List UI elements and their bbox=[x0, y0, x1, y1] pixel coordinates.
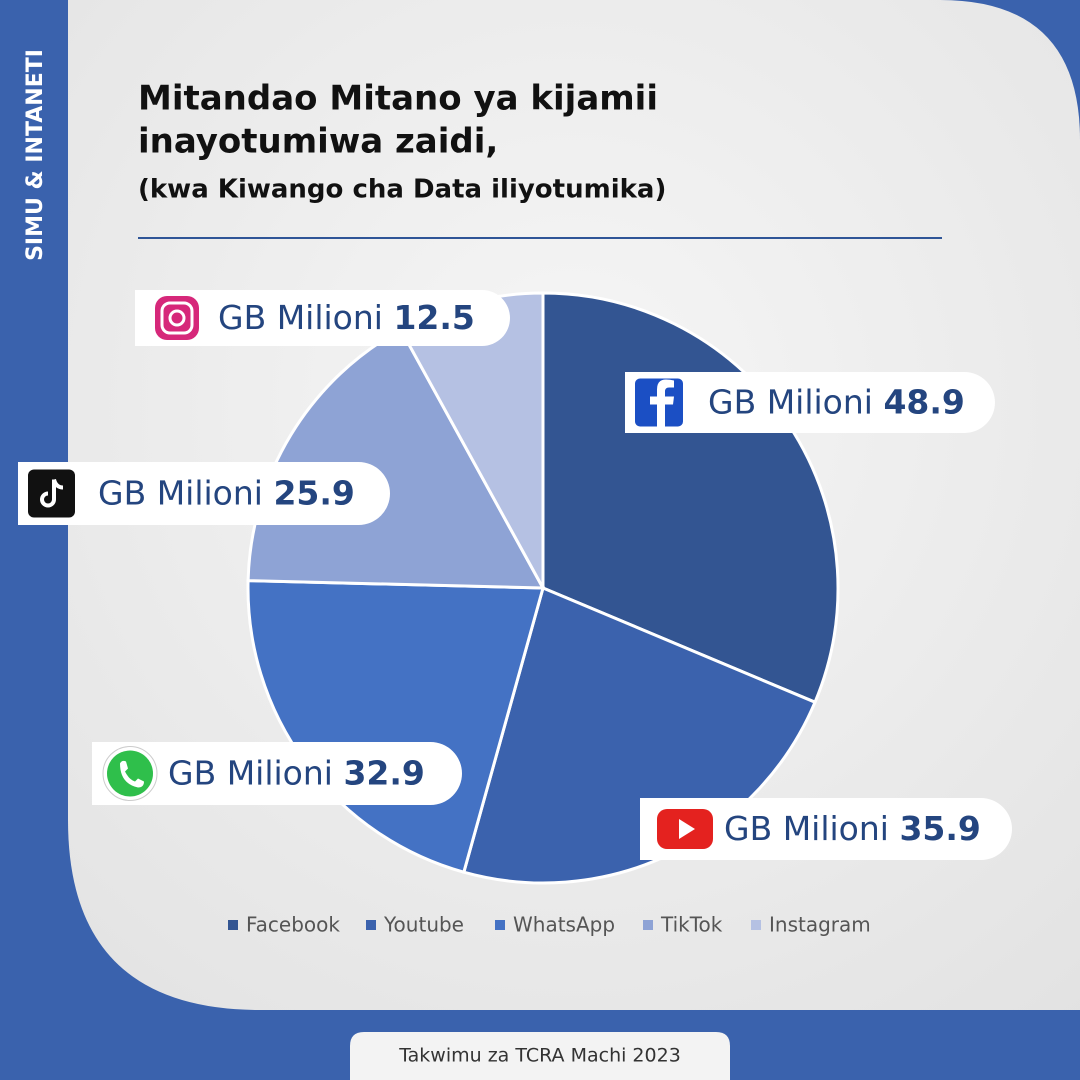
tiktok-icon bbox=[40, 478, 64, 508]
legend-swatch bbox=[495, 920, 505, 930]
value-label: GB Milioni 32.9 bbox=[168, 753, 425, 792]
label-pill bbox=[92, 742, 462, 805]
legend-swatch bbox=[751, 920, 761, 930]
chart-subtitle: (kwa Kiwango cha Data iliyotumika) bbox=[138, 175, 666, 205]
value-label-prefix: GB Milioni bbox=[218, 298, 383, 337]
value-label-number: 12.5 bbox=[393, 298, 474, 337]
facebook-icon bbox=[650, 379, 674, 427]
chart-title: inayotumiwa zaidi, bbox=[138, 122, 498, 162]
tiktok-icon bbox=[28, 469, 75, 518]
legend-swatch bbox=[366, 920, 376, 930]
side-label: SIMU & INTANETI bbox=[23, 49, 48, 261]
value-label: GB Milioni 25.9 bbox=[98, 473, 355, 512]
legend-swatch bbox=[643, 920, 653, 930]
instagram-icon bbox=[168, 309, 186, 327]
source: Takwimu za TCRA Machi 2023 bbox=[398, 1045, 681, 1067]
value-label: GB Milioni 12.5 bbox=[218, 298, 475, 337]
value-label-number: 35.9 bbox=[899, 809, 980, 848]
label-pill bbox=[18, 462, 390, 525]
label-pill bbox=[625, 372, 995, 433]
label-pill bbox=[640, 798, 1012, 860]
youtube-icon bbox=[679, 819, 695, 839]
value-label-prefix: GB Milioni bbox=[724, 809, 889, 848]
value-label-prefix: GB Milioni bbox=[168, 753, 333, 792]
whatsapp-icon bbox=[107, 750, 153, 797]
value-label: GB Milioni 35.9 bbox=[724, 809, 981, 848]
legend-label: WhatsApp bbox=[513, 913, 615, 937]
legend-label: Facebook bbox=[246, 913, 340, 937]
value-labels: GB Milioni 48.9GB Milioni 35.9GB Milioni… bbox=[18, 290, 1012, 860]
value-label: GB Milioni 48.9 bbox=[708, 382, 965, 421]
legend-label: Youtube bbox=[383, 913, 464, 937]
value-label-prefix: GB Milioni bbox=[98, 473, 263, 512]
value-label-number: 32.9 bbox=[343, 753, 424, 792]
value-label-number: 25.9 bbox=[273, 473, 354, 512]
value-label-prefix: GB Milioni bbox=[708, 382, 873, 421]
chart-title: Mitandao Mitano ya kijamii bbox=[138, 79, 658, 119]
value-label-number: 48.9 bbox=[883, 382, 964, 421]
legend-label: Instagram bbox=[769, 913, 871, 937]
legend-swatch bbox=[228, 920, 238, 930]
label-pill bbox=[135, 290, 510, 346]
legend-label: TikTok bbox=[660, 913, 723, 937]
instagram-icon bbox=[160, 301, 194, 335]
source-box bbox=[350, 1032, 730, 1080]
instagram-icon bbox=[155, 296, 199, 340]
whatsapp-icon bbox=[120, 760, 144, 788]
